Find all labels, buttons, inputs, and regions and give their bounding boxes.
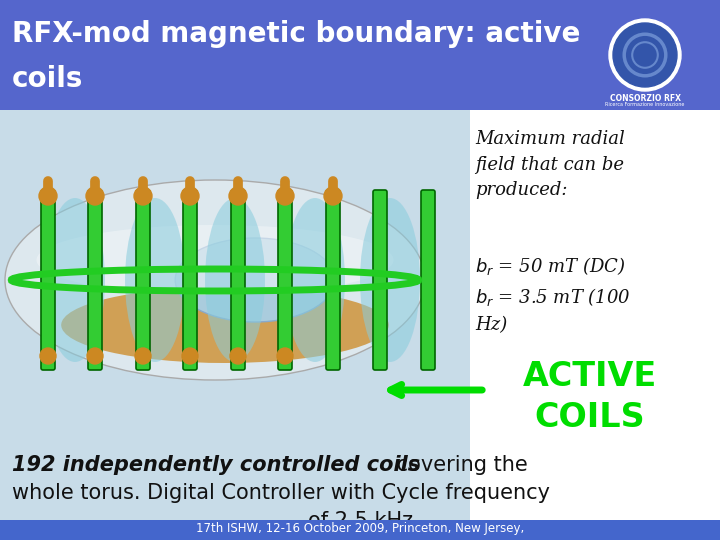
Text: RFX-mod magnetic boundary: active: RFX-mod magnetic boundary: active (12, 20, 580, 48)
Ellipse shape (125, 198, 185, 362)
Text: coils: coils (12, 65, 84, 93)
FancyBboxPatch shape (421, 190, 435, 370)
Ellipse shape (5, 180, 425, 380)
FancyBboxPatch shape (136, 190, 150, 370)
Circle shape (181, 187, 199, 205)
FancyBboxPatch shape (373, 190, 387, 370)
Ellipse shape (61, 287, 389, 363)
FancyBboxPatch shape (326, 190, 340, 370)
Circle shape (86, 187, 104, 205)
FancyBboxPatch shape (41, 190, 55, 370)
Circle shape (135, 348, 151, 364)
Ellipse shape (37, 225, 394, 295)
FancyBboxPatch shape (278, 190, 292, 370)
Text: whole torus. Digital Controller with Cycle frequency: whole torus. Digital Controller with Cyc… (12, 483, 550, 503)
Ellipse shape (45, 198, 105, 362)
FancyBboxPatch shape (0, 520, 720, 540)
Circle shape (277, 348, 293, 364)
Circle shape (40, 348, 56, 364)
FancyBboxPatch shape (0, 110, 470, 520)
Text: ACTIVE
COILS: ACTIVE COILS (523, 360, 657, 434)
Circle shape (182, 348, 198, 364)
FancyBboxPatch shape (183, 190, 197, 370)
FancyBboxPatch shape (88, 190, 102, 370)
Ellipse shape (285, 198, 345, 362)
Circle shape (609, 19, 681, 91)
Ellipse shape (205, 198, 265, 362)
Ellipse shape (175, 238, 335, 322)
Text: 192 independently controlled coils: 192 independently controlled coils (12, 455, 420, 475)
Text: of 2.5 kHz: of 2.5 kHz (307, 511, 413, 531)
Text: CONSORZIO RFX: CONSORZIO RFX (610, 94, 680, 103)
FancyBboxPatch shape (0, 0, 720, 110)
Circle shape (613, 23, 677, 87)
Circle shape (229, 187, 247, 205)
Circle shape (276, 187, 294, 205)
Text: $b_r$ = 50 mT (DC)
$b_r$ = 3.5 mT (100
Hz): $b_r$ = 50 mT (DC) $b_r$ = 3.5 mT (100 H… (475, 255, 631, 334)
Circle shape (230, 348, 246, 364)
Circle shape (39, 187, 57, 205)
FancyBboxPatch shape (231, 190, 245, 370)
Circle shape (134, 187, 152, 205)
Text: 17th ISHW, 12-16 October 2009, Princeton, New Jersey,: 17th ISHW, 12-16 October 2009, Princeton… (196, 522, 524, 535)
Ellipse shape (360, 198, 420, 362)
Text: Maximum radial
field that can be
produced:: Maximum radial field that can be produce… (475, 130, 625, 199)
Text: covering the: covering the (390, 455, 528, 475)
Text: Ricerca Formazione Innovazione: Ricerca Formazione Innovazione (606, 102, 685, 107)
Circle shape (87, 348, 103, 364)
Circle shape (324, 187, 342, 205)
